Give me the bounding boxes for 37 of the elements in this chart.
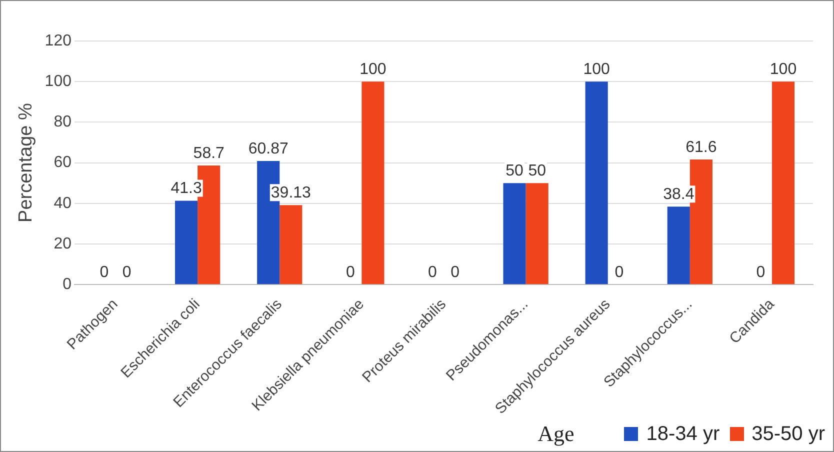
data-label: 39.13	[270, 184, 312, 202]
data-label: 50	[506, 162, 524, 180]
bar	[585, 82, 608, 284]
y-axis-title: Percentage %	[16, 103, 37, 222]
data-label: 100	[770, 61, 797, 78]
data-label: 100	[583, 61, 610, 78]
bar	[526, 183, 548, 284]
data-label: 61.6	[686, 138, 717, 156]
y-tick-label: 0	[62, 276, 72, 294]
data-label: 0	[100, 264, 109, 282]
data-label: 58.7	[193, 144, 225, 162]
y-tick-label: 20	[54, 235, 72, 252]
bar	[280, 205, 302, 284]
data-label: 0	[756, 264, 766, 282]
bar	[772, 82, 795, 284]
data-label: 50	[528, 162, 546, 180]
y-tick-label: 80	[54, 114, 72, 131]
data-label: 0	[428, 264, 438, 282]
bar	[362, 82, 384, 284]
legend-label: 35-50 yr	[752, 422, 825, 446]
bar	[667, 206, 690, 284]
bar	[503, 183, 526, 284]
data-label: 0	[346, 264, 355, 282]
data-label: 0	[450, 264, 460, 282]
bar	[175, 200, 198, 284]
data-label: 100	[360, 61, 386, 78]
y-tick-label: 120	[44, 32, 72, 50]
data-label: 0	[122, 264, 132, 282]
data-label: 0	[614, 264, 624, 282]
data-label: 41.3	[170, 180, 202, 198]
data-label: 60.87	[248, 140, 288, 158]
y-tick-label: 40	[54, 194, 72, 212]
y-tick-label: 60	[54, 154, 72, 172]
legend-title: Age	[538, 421, 574, 447]
data-label: 38.4	[663, 186, 694, 204]
y-tick-label: 100	[44, 73, 72, 90]
legend-label: 18-34 yr	[646, 422, 720, 446]
